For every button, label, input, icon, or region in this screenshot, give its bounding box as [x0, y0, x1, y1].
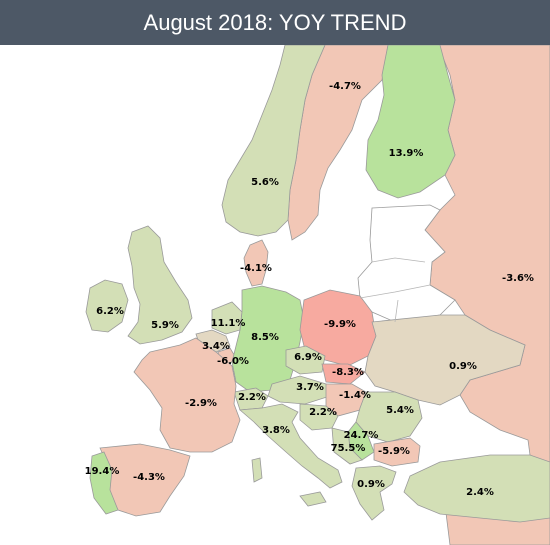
country-austria[interactable] [267, 375, 331, 405]
label-finland: 13.9% [389, 148, 424, 159]
label-slovenia: 2.2% [309, 407, 337, 418]
label-netherlands: 11.1% [211, 318, 246, 329]
label-luxembourg: -6.0% [217, 356, 249, 367]
label-slovakia: -8.3% [332, 367, 364, 378]
country-uk[interactable] [127, 225, 193, 345]
label-uk: 5.9% [151, 320, 179, 331]
label-germany: 8.5% [251, 332, 279, 343]
country-italy-sardinia [251, 457, 263, 483]
label-belgium: 3.4% [202, 341, 230, 352]
label-spain: -4.3% [133, 472, 165, 483]
country-finland[interactable] [365, 45, 456, 199]
label-sweden: -4.7% [329, 81, 361, 92]
label-romania: 5.4% [386, 405, 414, 416]
country-switzerland[interactable] [233, 387, 269, 411]
label-serbia: 24.7% [344, 430, 379, 441]
country-romania[interactable] [355, 391, 423, 443]
label-portugal: 19.4% [85, 466, 120, 477]
label-norway: 5.6% [251, 177, 279, 188]
europe-map: 13.9% -4.7% 5.6% -3.6% -4.1% 6.2% 5.9% 1… [85, 45, 550, 545]
country-baltics-belarus [357, 204, 456, 323]
border-lines [359, 257, 431, 323]
country-france[interactable] [133, 337, 241, 453]
label-ukraine: 0.9% [449, 361, 477, 372]
label-turkey: 2.4% [466, 487, 494, 498]
label-austria: 3.7% [296, 382, 324, 393]
country-greece[interactable] [351, 465, 397, 521]
label-italy: 3.8% [262, 425, 290, 436]
label-poland: -9.9% [324, 319, 356, 330]
country-turkey[interactable] [403, 454, 550, 523]
label-france: -2.9% [185, 398, 217, 409]
label-ireland: 6.2% [96, 306, 124, 317]
label-greece: 0.9% [357, 479, 385, 490]
country-ireland[interactable] [85, 279, 129, 333]
country-italy-sicily [299, 491, 327, 507]
map-title: August 2018: YOY TREND [0, 0, 550, 45]
label-switzerland: 2.2% [238, 392, 266, 403]
country-slovakia[interactable] [321, 363, 366, 385]
label-russia: -3.6% [502, 273, 534, 284]
country-bulgaria[interactable] [373, 437, 421, 467]
country-montenegro[interactable] [331, 427, 363, 465]
country-italy[interactable] [239, 403, 343, 489]
label-bulgaria: -5.9% [378, 446, 410, 457]
country-ukraine[interactable] [364, 314, 526, 406]
country-norway[interactable] [221, 45, 326, 237]
country-denmark[interactable] [243, 239, 269, 287]
label-denmark: -4.1% [240, 263, 272, 274]
label-montenegro: 75.5% [331, 443, 366, 454]
country-czechia[interactable] [285, 345, 326, 375]
country-portugal[interactable] [89, 451, 119, 515]
label-hungary: -1.4% [339, 390, 371, 401]
label-czechia: 6.9% [294, 352, 322, 363]
